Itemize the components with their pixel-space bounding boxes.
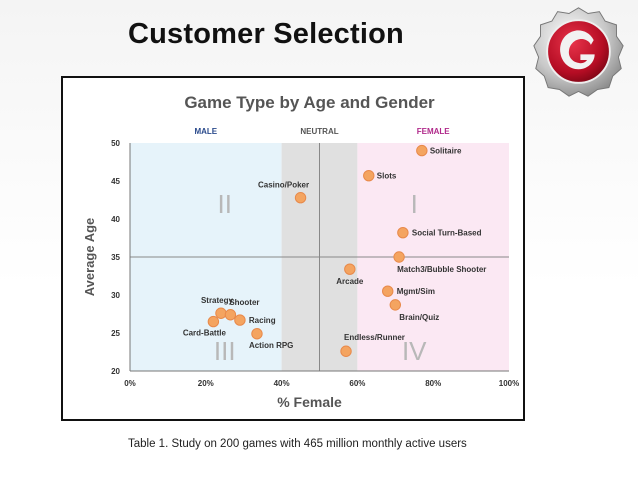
x-axis-title: % Female [277, 394, 342, 410]
x-tick-label: 100% [499, 379, 519, 388]
point-card-battle [207, 315, 220, 328]
slide-caption: Table 1. Study on 200 games with 465 mil… [128, 438, 467, 450]
x-tick-label: 0% [124, 379, 136, 388]
point-label-shooter: Shooter [229, 298, 259, 307]
y-tick-label: 45 [111, 177, 120, 186]
y-tick-label: 40 [111, 215, 120, 224]
point-match3-bubble-shooter [393, 251, 405, 263]
y-axis-title: Average Age [82, 218, 97, 297]
point-label-arcade: Arcade [336, 277, 364, 286]
slide-title: Customer Selection [128, 18, 404, 50]
point-label-match3-bubble-shooter: Match3/Bubble Shooter [397, 265, 486, 274]
y-tick-label: 35 [111, 253, 120, 262]
chart-frame: Game Type by Age and Gender MALE NEUTRAL FE… [61, 76, 525, 421]
x-tick-label: 40% [274, 379, 290, 388]
point-label-mgmt-sim: Mgmt/Sim [397, 287, 435, 296]
point-label-strategy: Strategy [201, 296, 234, 305]
zone-label-neutral: NEUTRAL [300, 127, 338, 136]
zone-label-female: FEMALE [417, 127, 451, 136]
point-label-card-battle: Card-Battle [183, 329, 227, 338]
quadrant-label: IV [402, 336, 427, 366]
point-label-action-rpg: Action RPG [249, 341, 293, 350]
point-shooter [224, 309, 237, 321]
point-label-casino-poker: Casino/Poker [258, 181, 309, 190]
chart-title: Game Type by Age and Gender [184, 93, 435, 112]
point-slots [363, 169, 375, 182]
point-label-social-turn-based: Social Turn-Based [412, 229, 482, 238]
quadrant-label: III [214, 336, 236, 366]
zone-label-male: MALE [194, 127, 217, 136]
point-mgmt-sim [382, 285, 394, 297]
x-tick-label: 80% [425, 379, 441, 388]
point-action-rpg [251, 328, 263, 340]
point-racing [234, 314, 246, 326]
y-tick-label: 50 [111, 139, 120, 148]
point-brain-quiz [389, 299, 401, 311]
quadrant-label: I [411, 189, 418, 219]
x-tick-label: 60% [349, 379, 365, 388]
point-label-solitaire: Solitaire [430, 147, 462, 156]
point-strategy [215, 307, 227, 319]
point-arcade [344, 263, 356, 275]
point-casino-poker [294, 192, 307, 204]
y-tick-label: 30 [111, 291, 120, 300]
point-solitaire [416, 144, 428, 157]
point-label-brain-quiz: Brain/Quiz [399, 313, 439, 322]
garena-logo-icon [533, 7, 624, 97]
x-tick-label: 20% [198, 379, 214, 388]
scatter-chart: Game Type by Age and Gender MALE NEUTRAL FE… [82, 93, 519, 410]
point-label-racing: Racing [249, 316, 276, 325]
point-social-turn-based [397, 226, 409, 239]
point-label-slots: Slots [377, 172, 397, 181]
y-tick-label: 25 [111, 329, 120, 338]
quadrant-label: II [218, 189, 232, 219]
y-tick-label: 20 [111, 367, 120, 376]
point-endless-runner [340, 345, 352, 357]
point-label-endless-runner: Endless/Runner [344, 333, 405, 342]
